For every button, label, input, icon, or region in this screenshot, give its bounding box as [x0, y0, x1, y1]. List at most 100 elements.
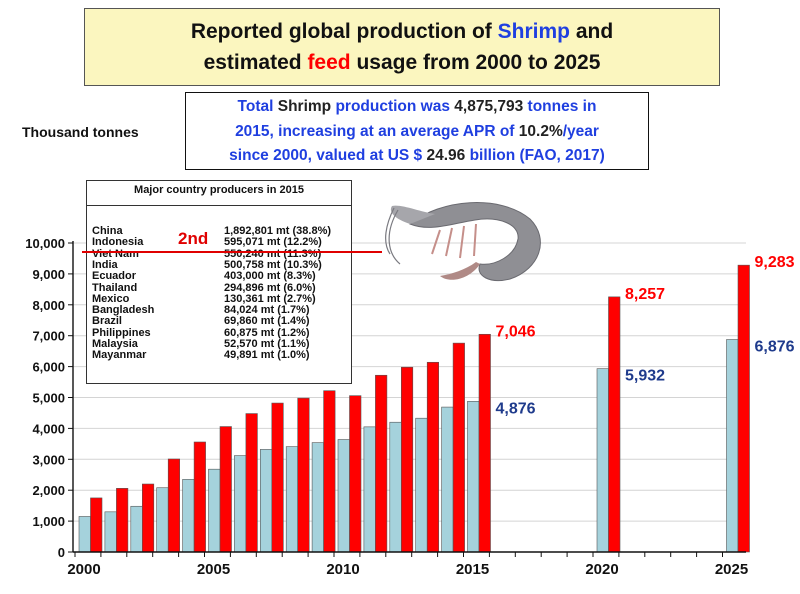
summary-t9: since 2000, valued at US $	[229, 147, 427, 164]
feed-data-label: 9,283	[755, 254, 795, 271]
title-text-3: estimated	[203, 51, 308, 74]
x-tick-label: 2000	[67, 561, 100, 578]
summary-t11: billion (FAO, 2017)	[465, 147, 605, 164]
producer-row: Bangladesh 84,024 mt (1.7%)	[92, 304, 310, 317]
feed-bar	[478, 333, 491, 553]
producer-value: 49,891 mt (1.0%)	[224, 349, 310, 362]
producer-country: Malaysia	[92, 338, 138, 350]
production-bar	[156, 487, 169, 553]
producer-row: Brazil 69,860 mt (1.4%)	[92, 315, 310, 328]
producer-value: 52,570 mt (1.1%)	[224, 338, 310, 350]
rank-label: 2nd	[178, 229, 209, 248]
shrimp-antenna	[385, 207, 401, 265]
producer-value: 294,896 mt (6.0%)	[224, 281, 316, 294]
feed-bar	[90, 497, 103, 553]
production-bar	[337, 439, 350, 553]
y-tick-label: 0	[58, 545, 65, 560]
title-feed: feed	[307, 51, 351, 74]
producer-value: 84,024 mt (1.7%)	[224, 304, 310, 317]
x-tick-label: 2005	[197, 561, 230, 578]
title-shrimp: Shrimp	[497, 20, 570, 43]
summary-box: Total Shrimp production was 4,875,793 to…	[185, 92, 649, 170]
producer-country: Philippines	[92, 326, 151, 339]
producer-value: 1,892,801 mt (38.8%)	[224, 225, 332, 237]
summary-t7: 10.2%	[518, 122, 563, 140]
feed-bar	[608, 296, 621, 553]
producer-row: China 1,892,801 mt (38.8%)	[92, 225, 331, 238]
y-axis-unit-label: Thousand tonnes	[22, 124, 139, 140]
title-text-1: Reported global production of	[190, 20, 498, 43]
production-bar	[182, 479, 195, 553]
producer-row: Malaysia 52,570 mt (1.1%)	[92, 338, 310, 351]
highlight-line	[82, 251, 382, 253]
y-tick-label: 1,000	[32, 514, 65, 529]
shrimp-image	[385, 202, 541, 281]
feed-bar	[375, 374, 388, 553]
feed-bar	[737, 264, 750, 553]
production-data-label: 4,876	[496, 400, 536, 417]
feed-bar	[452, 342, 465, 553]
feed-bar	[400, 366, 414, 553]
feed-bar	[116, 488, 129, 553]
title-text-4: usage from 2000 to 2025	[350, 51, 601, 74]
summary-t3: production was	[335, 98, 455, 115]
producer-value: 69,860 mt (1.4%)	[224, 315, 310, 328]
feed-bar	[193, 441, 206, 553]
producer-country: Ecuador	[92, 270, 137, 283]
feed-data-label: 8,257	[625, 286, 665, 303]
producer-value: 500,758 mt (10.3%)	[224, 258, 322, 271]
summary-t2: Shrimp	[273, 98, 336, 115]
feed-bar	[271, 402, 284, 553]
y-tick-label: 4,000	[32, 421, 65, 436]
shrimp-body	[409, 202, 541, 281]
production-bar	[726, 339, 739, 553]
summary-t5: tonnes in	[523, 98, 597, 115]
production-bar	[234, 455, 247, 553]
production-bar	[441, 406, 454, 553]
producer-value: 595,071 mt (12.2%)	[224, 236, 322, 249]
production-bar	[78, 516, 91, 553]
shrimp-legs	[431, 223, 477, 259]
chart-title: Reported global production of Shrimp and…	[84, 8, 720, 86]
feed-bar	[142, 483, 155, 553]
producers-title: Major country producers in 2015	[134, 184, 304, 196]
producers-divider	[87, 205, 351, 206]
summary-t8: /year	[562, 122, 599, 140]
x-tick-label: 2020	[585, 561, 618, 578]
summary-t1: Total	[237, 98, 274, 115]
producer-row: Indonesia 595,071 mt (12.2%)	[92, 236, 322, 249]
summary-t10: 24.96	[426, 147, 466, 164]
y-tick-label: 8,000	[32, 298, 65, 313]
y-tick-label: 2,000	[32, 483, 65, 498]
feed-bar	[349, 395, 362, 553]
feed-data-label: 7,046	[496, 323, 536, 340]
x-tick-label: 2010	[326, 561, 359, 578]
producer-row: Mayanmar 49,891 mt (1.0%)	[92, 349, 310, 362]
feed-bar	[426, 361, 440, 553]
y-tick-label: 6,000	[32, 360, 65, 375]
production-data-label: 6,876	[755, 339, 795, 356]
production-bar	[285, 446, 299, 553]
production-bar	[259, 449, 273, 553]
producer-row: Philippines 60,875 mt (1.2%)	[92, 327, 310, 340]
producer-row: Thailand 294,896 mt (6.0%)	[92, 282, 316, 295]
producer-country: Bangladesh	[92, 304, 155, 317]
production-bar	[311, 442, 324, 553]
production-bar	[130, 505, 143, 553]
producer-value: 60,875 mt (1.2%)	[224, 326, 310, 339]
producer-value: 403,000 mt (8.3%)	[224, 270, 316, 283]
producer-row: India 500,758 mt (10.3%)	[92, 259, 322, 272]
production-bar	[415, 417, 428, 553]
feed-bar	[219, 426, 232, 553]
production-bar	[467, 401, 480, 553]
feed-bar	[297, 397, 310, 553]
y-tick-label: 5,000	[32, 391, 65, 406]
producer-value: 550,240 mt (11.3%)	[224, 247, 322, 260]
production-bar	[208, 468, 221, 553]
producer-row: Viet Nam 550,240 mt (11.3%)	[92, 248, 321, 261]
summary-t6: 2015, increasing at an average APR of	[235, 122, 519, 140]
producer-country: Mayanmar	[92, 349, 147, 362]
producer-country: Thailand	[92, 281, 138, 294]
producer-row: Mexico 130,361 mt (2.7%)	[92, 293, 316, 306]
